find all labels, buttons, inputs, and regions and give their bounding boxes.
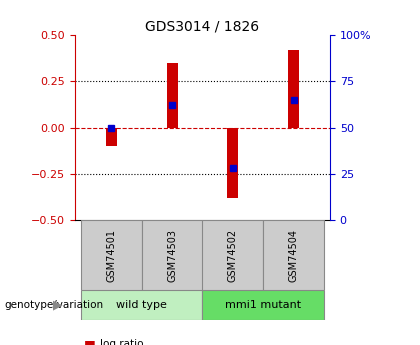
Text: GSM74501: GSM74501 — [106, 228, 116, 282]
Text: GSM74502: GSM74502 — [228, 228, 238, 282]
Text: ■: ■ — [84, 338, 95, 345]
Text: log ratio: log ratio — [100, 339, 144, 345]
Bar — [81, 220, 142, 290]
Bar — [263, 220, 324, 290]
Text: genotype/variation: genotype/variation — [4, 300, 103, 310]
Bar — [227, 128, 238, 198]
Text: mmi1 mutant: mmi1 mutant — [225, 300, 301, 310]
Bar — [167, 63, 178, 128]
Text: wild type: wild type — [116, 300, 167, 310]
Title: GDS3014 / 1826: GDS3014 / 1826 — [145, 20, 260, 34]
Bar — [142, 220, 202, 290]
Bar — [202, 290, 324, 320]
Bar — [202, 220, 263, 290]
Text: GSM74503: GSM74503 — [167, 228, 177, 282]
Bar — [81, 290, 202, 320]
Bar — [106, 128, 117, 146]
Bar — [288, 50, 299, 128]
Text: GSM74504: GSM74504 — [289, 228, 299, 282]
Text: ▶: ▶ — [53, 298, 63, 312]
